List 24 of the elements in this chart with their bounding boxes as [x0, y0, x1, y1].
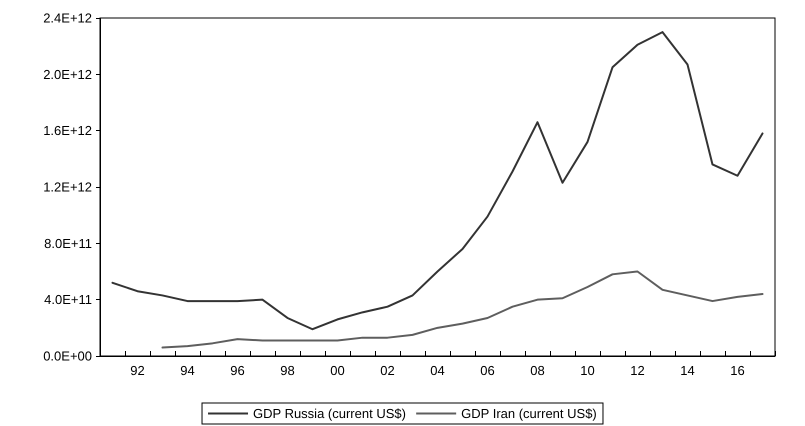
x-tick-label: 02: [380, 363, 395, 378]
x-tick-label: 00: [330, 363, 345, 378]
legend-label: GDP Iran (current US$): [461, 406, 597, 421]
x-tick-label: 16: [730, 363, 745, 378]
x-tick-label: 92: [130, 363, 145, 378]
legend-label: GDP Russia (current US$): [253, 406, 406, 421]
y-tick-label: 1.6E+12: [43, 123, 92, 138]
x-tick-label: 96: [230, 363, 245, 378]
y-tick-label: 4.0E+11: [44, 292, 92, 308]
line-series: [112, 31, 764, 330]
line-series: [162, 270, 764, 349]
y-tick-label: 1.2E+12: [43, 180, 92, 194]
y-tick-label: 2.0E+12: [43, 66, 92, 82]
x-tick-label: 14: [680, 363, 695, 378]
y-tick-label: 8.0E+11: [44, 236, 92, 251]
x-tick-label: 94: [180, 363, 195, 378]
y-tick-label: 2.4E+12: [43, 10, 92, 26]
x-tick-label: 04: [430, 363, 445, 378]
x-tick-label: 08: [530, 363, 545, 378]
x-tick-label: 98: [280, 363, 295, 378]
x-tick-label: 06: [480, 363, 495, 378]
x-tick-label: 12: [630, 363, 645, 378]
x-tick-label: 10: [580, 363, 595, 378]
y-tick-label: 0.0E+00: [43, 348, 92, 364]
